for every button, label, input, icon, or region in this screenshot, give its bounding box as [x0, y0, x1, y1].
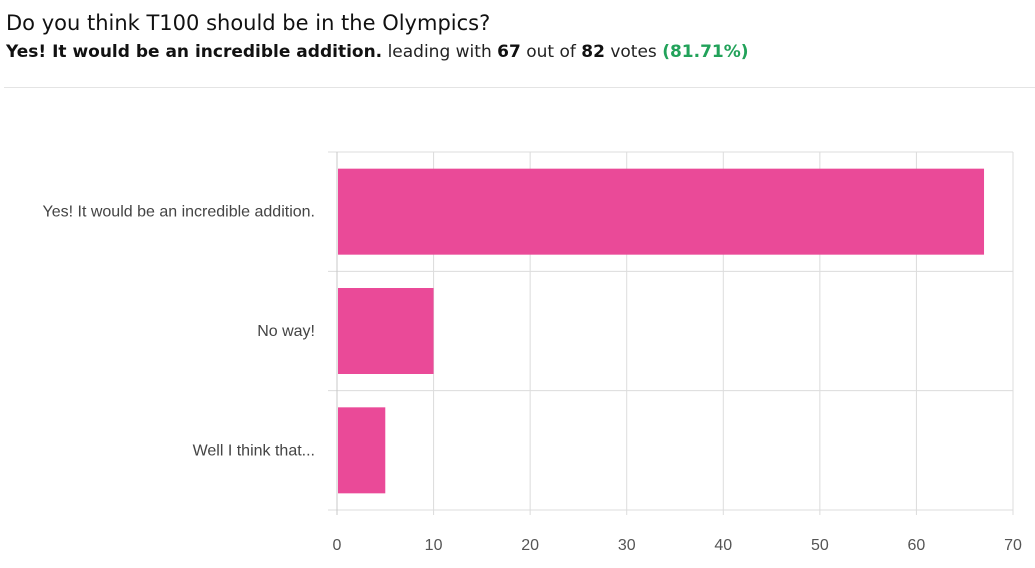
x-tick-label: 60 [908, 537, 926, 554]
x-tick-label: 50 [811, 537, 829, 554]
leading-option: Yes! It would be an incredible addition. [6, 42, 383, 62]
category-label: Well I think that... [193, 442, 315, 459]
total-votes: 82 [581, 42, 605, 62]
x-tick-label: 70 [1004, 537, 1022, 554]
bar [338, 168, 985, 255]
poll-summary: Yes! It would be an incredible addition.… [6, 40, 1035, 64]
category-label: Yes! It would be an incredible addition. [43, 204, 315, 221]
leading-with-text: leading with [387, 42, 492, 62]
bar [338, 288, 434, 374]
leader-votes: 67 [497, 42, 521, 62]
votes-text: votes [610, 42, 657, 62]
header-divider [4, 87, 1035, 88]
out-of-text: out of [526, 42, 576, 62]
poll-header: Do you think T100 should be in the Olymp… [6, 8, 1035, 64]
x-tick-label: 0 [333, 537, 342, 554]
poll-question: Do you think T100 should be in the Olymp… [6, 11, 491, 35]
x-tick-label: 10 [425, 537, 443, 554]
leader-percent: (81.71%) [662, 42, 749, 62]
x-tick-label: 30 [618, 537, 636, 554]
category-label: No way! [257, 323, 315, 340]
bar [338, 407, 386, 494]
x-tick-label: 20 [521, 537, 539, 554]
x-tick-label: 40 [714, 537, 732, 554]
